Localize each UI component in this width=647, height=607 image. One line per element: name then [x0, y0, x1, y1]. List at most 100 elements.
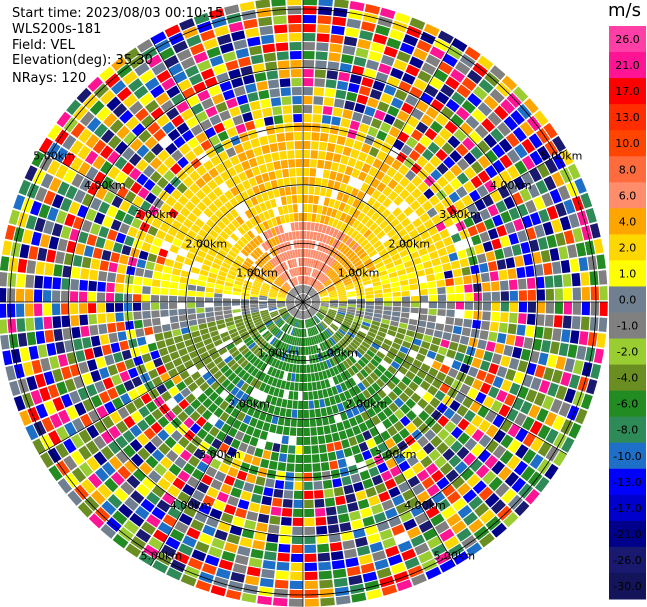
velocity-gate	[198, 212, 209, 223]
velocity-gate	[35, 403, 49, 419]
velocity-gate	[479, 262, 489, 273]
velocity-gate	[179, 449, 192, 462]
velocity-gate	[335, 332, 343, 340]
velocity-gate	[348, 355, 357, 364]
velocity-gate	[429, 250, 439, 260]
velocity-gate	[563, 199, 576, 215]
velocity-gate	[230, 408, 240, 419]
velocity-gate	[254, 390, 263, 400]
velocity-gate	[304, 553, 317, 562]
velocity-gate	[124, 275, 134, 285]
velocity-gate	[297, 296, 303, 302]
velocity-gate	[202, 371, 213, 381]
velocity-gate	[43, 289, 52, 302]
velocity-gate	[34, 373, 47, 388]
velocity-gate	[216, 319, 225, 326]
velocity-gate	[170, 189, 182, 201]
velocity-gate	[230, 186, 240, 197]
velocity-gate	[267, 323, 276, 330]
velocity-gate	[303, 310, 306, 319]
velocity-gate	[292, 327, 297, 336]
velocity-gate	[430, 435, 443, 448]
velocity-gate	[323, 97, 335, 107]
velocity-gate	[264, 355, 272, 364]
velocity-gate	[519, 188, 532, 202]
velocity-gate	[331, 162, 340, 172]
velocity-gate	[306, 319, 310, 328]
velocity-gate	[261, 254, 269, 262]
velocity-gate	[142, 165, 156, 178]
velocity-gate	[286, 296, 295, 300]
velocity-gate	[319, 291, 328, 296]
velocity-gate	[239, 266, 249, 274]
velocity-gate	[464, 46, 481, 61]
velocity-gate	[427, 226, 439, 236]
velocity-gate	[344, 185, 354, 195]
velocity-gate	[259, 504, 271, 515]
velocity-gate	[337, 311, 346, 316]
velocity-gate	[253, 346, 261, 355]
velocity-gate	[307, 346, 312, 355]
velocity-gate	[79, 291, 88, 302]
velocity-gate	[112, 397, 124, 410]
velocity-gate	[491, 522, 507, 538]
velocity-gate	[430, 513, 445, 527]
velocity-gate	[253, 358, 261, 367]
velocity-gate	[289, 589, 303, 598]
velocity-gate	[226, 126, 238, 138]
colorbar-tick-label: -2.0	[617, 346, 638, 359]
velocity-gate	[406, 496, 420, 509]
velocity-gate	[511, 192, 524, 206]
velocity-gate	[347, 309, 356, 313]
velocity-gate	[304, 499, 314, 508]
velocity-gate	[266, 219, 274, 229]
velocity-gate	[138, 405, 151, 418]
velocity-gate	[215, 163, 226, 174]
velocity-gate	[348, 176, 357, 187]
velocity-gate	[315, 51, 328, 61]
velocity-gate	[103, 112, 118, 128]
velocity-gate	[285, 325, 291, 334]
velocity-gate	[546, 205, 559, 220]
velocity-gate	[259, 290, 269, 295]
velocity-gate	[266, 229, 274, 238]
velocity-gate	[457, 432, 471, 445]
velocity-gate	[299, 373, 303, 382]
velocity-gate	[521, 172, 534, 187]
velocity-gate	[371, 189, 382, 200]
velocity-gate	[206, 282, 215, 288]
velocity-gate	[154, 263, 164, 273]
velocity-gate	[305, 285, 309, 294]
velocity-gate	[303, 302, 305, 310]
velocity-gate	[472, 480, 487, 495]
velocity-gate	[160, 202, 172, 214]
velocity-gate	[527, 289, 536, 301]
velocity-gate	[378, 491, 391, 503]
velocity-gate	[177, 470, 191, 483]
velocity-gate	[198, 229, 208, 239]
velocity-gate	[303, 337, 306, 346]
velocity-gate	[467, 92, 482, 107]
velocity-gate	[290, 222, 296, 231]
start-time-label: Start time: 2023/08/03 00:10:15	[12, 6, 224, 21]
velocity-gate	[208, 8, 225, 20]
velocity-gate	[321, 263, 327, 272]
velocity-gate	[115, 450, 130, 464]
velocity-gate	[16, 318, 26, 332]
velocity-gate	[410, 200, 421, 211]
velocity-gate	[54, 147, 69, 163]
velocity-gate	[259, 135, 269, 146]
velocity-gate	[333, 98, 345, 109]
velocity-gate	[401, 72, 416, 85]
velocity-gate	[406, 115, 420, 128]
velocity-gate	[227, 222, 237, 232]
velocity-gate	[208, 167, 219, 179]
velocity-gate	[418, 347, 429, 356]
velocity-gate	[393, 570, 410, 583]
velocity-gate	[388, 486, 401, 498]
velocity-gate	[144, 441, 157, 455]
velocity-gate	[322, 244, 328, 253]
velocity-gate	[485, 341, 496, 352]
velocity-gate	[299, 240, 303, 249]
velocity-gate	[251, 265, 260, 273]
